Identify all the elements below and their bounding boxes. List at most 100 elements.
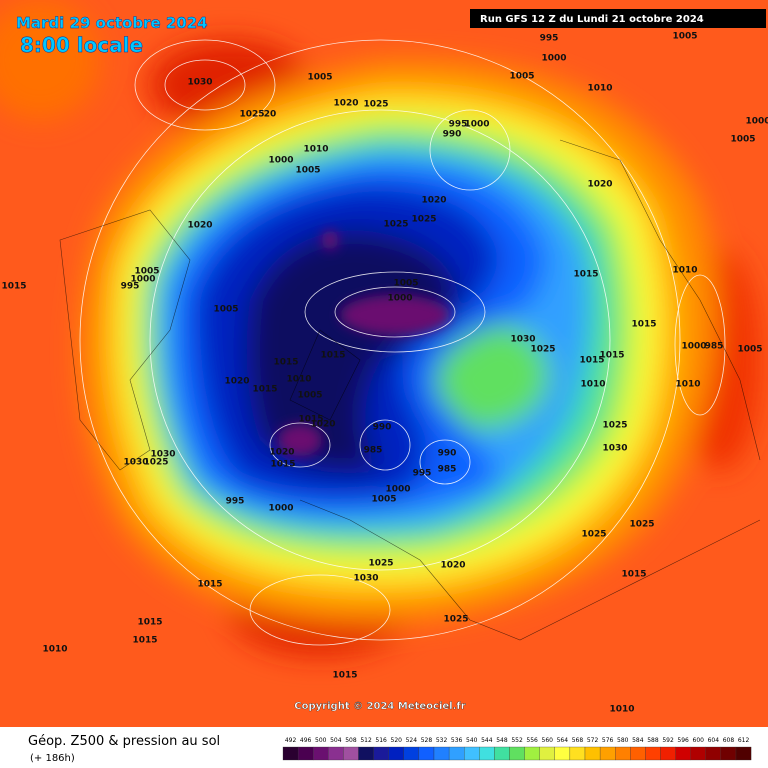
isobar-label: 1025 xyxy=(530,345,555,355)
colorbar-label: 528 xyxy=(421,737,433,744)
colorbar-label: 596 xyxy=(677,737,689,744)
isobar-label: 1025 xyxy=(411,215,436,225)
colorbar-swatch xyxy=(313,746,329,761)
isobar-label: 1025 xyxy=(368,559,393,569)
isobar-label: 1025 xyxy=(602,421,627,431)
isobar-label: 1000 xyxy=(268,156,293,166)
isobar-label: 1020 xyxy=(224,377,249,387)
isobar-label: 1005 xyxy=(730,135,755,145)
colorbar-swatch xyxy=(509,746,525,761)
isobar-label: 1010 xyxy=(675,380,700,390)
isobar-label: 1020 xyxy=(269,448,294,458)
colorbar-label: 536 xyxy=(451,737,463,744)
isobar-label: 1015 xyxy=(273,358,298,368)
isobar-label: 1030 xyxy=(150,450,175,460)
forecast-time: 8:00 locale xyxy=(20,33,143,57)
isobar-label: 1015 xyxy=(332,671,357,681)
isobar-label: 1010 xyxy=(286,375,311,385)
isobar-label: 1015 xyxy=(270,460,295,470)
colorbar-label: 572 xyxy=(587,737,599,744)
isobar-label: 1000 xyxy=(268,504,293,514)
colorbar-label: 560 xyxy=(542,737,554,744)
colorbar-swatch xyxy=(297,746,314,761)
copyright: Copyright © 2024 Meteociel.fr xyxy=(294,701,465,712)
isobar-label: 1000 xyxy=(464,120,489,130)
colorbar-swatch xyxy=(388,746,404,761)
isobar-label: 1020 xyxy=(310,420,335,430)
colorbar-swatch xyxy=(479,746,495,761)
forecast-date: Mardi 29 octobre 2024 xyxy=(16,14,208,32)
colorbar-swatch xyxy=(373,746,389,761)
isobar-label: 1020 xyxy=(587,180,612,190)
isobar-label: 1015 xyxy=(137,618,162,628)
isobar-label: 1005 xyxy=(134,267,159,277)
colorbar-swatch xyxy=(448,746,465,761)
isobar-label: 1025 xyxy=(443,615,468,625)
isobar-label: 1020 xyxy=(187,221,212,231)
isobar-label: 1030 xyxy=(353,574,378,584)
isobar-label: 1000 xyxy=(745,117,768,127)
isobar-label: 1005 xyxy=(672,32,697,42)
isobar-label: 995 xyxy=(226,497,245,507)
isobar-label: 1025 xyxy=(383,220,408,230)
colorbar-swatch xyxy=(403,746,420,761)
colorbar-label: 604 xyxy=(708,737,720,744)
colorbar-swatch xyxy=(735,746,752,761)
isobars xyxy=(79,39,726,646)
isobar-label: 1000 xyxy=(385,485,410,495)
colorbar-label: 496 xyxy=(300,737,312,744)
colorbar-label: 508 xyxy=(345,737,357,744)
colorbar-label: 592 xyxy=(662,737,674,744)
colorbar-swatch xyxy=(328,746,344,761)
isobar-label: 1005 xyxy=(371,495,396,505)
isobar-label: 1015 xyxy=(1,282,26,292)
colorbar-swatch xyxy=(630,746,646,761)
colorbar-label: 580 xyxy=(617,737,629,744)
isobar-label: 1025 xyxy=(581,530,606,540)
colorbar-label: 564 xyxy=(557,737,569,744)
map-title: Géop. Z500 & pression au sol xyxy=(28,734,220,749)
colorbar-label: 548 xyxy=(496,737,508,744)
isobar-label: 995 xyxy=(449,120,468,130)
colorbar-swatch xyxy=(343,746,359,761)
colorbar-swatch xyxy=(645,746,661,761)
isobar-label: 985 xyxy=(438,465,457,475)
isobar-label: 1020 xyxy=(333,99,358,109)
colorbar-label: 556 xyxy=(526,737,538,744)
colorbar-swatch xyxy=(675,746,691,761)
colorbar-label: 540 xyxy=(466,737,478,744)
isobar-label: 985 xyxy=(705,342,724,352)
run-box xyxy=(470,9,766,28)
isobar-label: 1020 xyxy=(440,561,465,571)
isobar-label: 995 xyxy=(121,282,140,292)
isobar-label: 990 xyxy=(373,423,392,433)
colorbar-label: 532 xyxy=(436,737,448,744)
isobar-label: 1025 xyxy=(143,458,168,468)
coastlines xyxy=(59,139,761,641)
isobar-label: 1025 xyxy=(629,520,654,530)
colorbar-label: 520 xyxy=(391,737,403,744)
isobar-label: 1005 xyxy=(295,166,320,176)
colorbar-swatch xyxy=(720,746,737,761)
isobar-label: 1010 xyxy=(580,380,605,390)
colorbar-label: 612 xyxy=(738,737,750,744)
colorbar-label: 524 xyxy=(406,737,418,744)
isobar-label: 1030 xyxy=(510,335,535,345)
isobar-label: 1010 xyxy=(587,84,612,94)
isobar-label: 1005 xyxy=(213,305,238,315)
isobar-label: 1015 xyxy=(579,356,604,366)
isobar-label: 1005 xyxy=(737,345,762,355)
colorbar: 492 496 500 504 508 512 516 520 524 528 532 536 540 5… xyxy=(282,737,752,761)
isobar-label: 1015 xyxy=(252,385,277,395)
isobar-label: 1015 xyxy=(599,351,624,361)
colorbar-swatch xyxy=(584,746,601,761)
colorbar-swatch xyxy=(358,746,374,761)
colorbar-swatch xyxy=(464,746,480,761)
colorbar-swatch xyxy=(690,746,706,761)
run-info: Run GFS 12 Z du Lundi 21 octobre 2024 xyxy=(480,14,704,25)
isobar-label: 990 xyxy=(438,449,457,459)
isobar-label: 1015 xyxy=(631,320,656,330)
colorbar-label: 584 xyxy=(632,737,644,744)
